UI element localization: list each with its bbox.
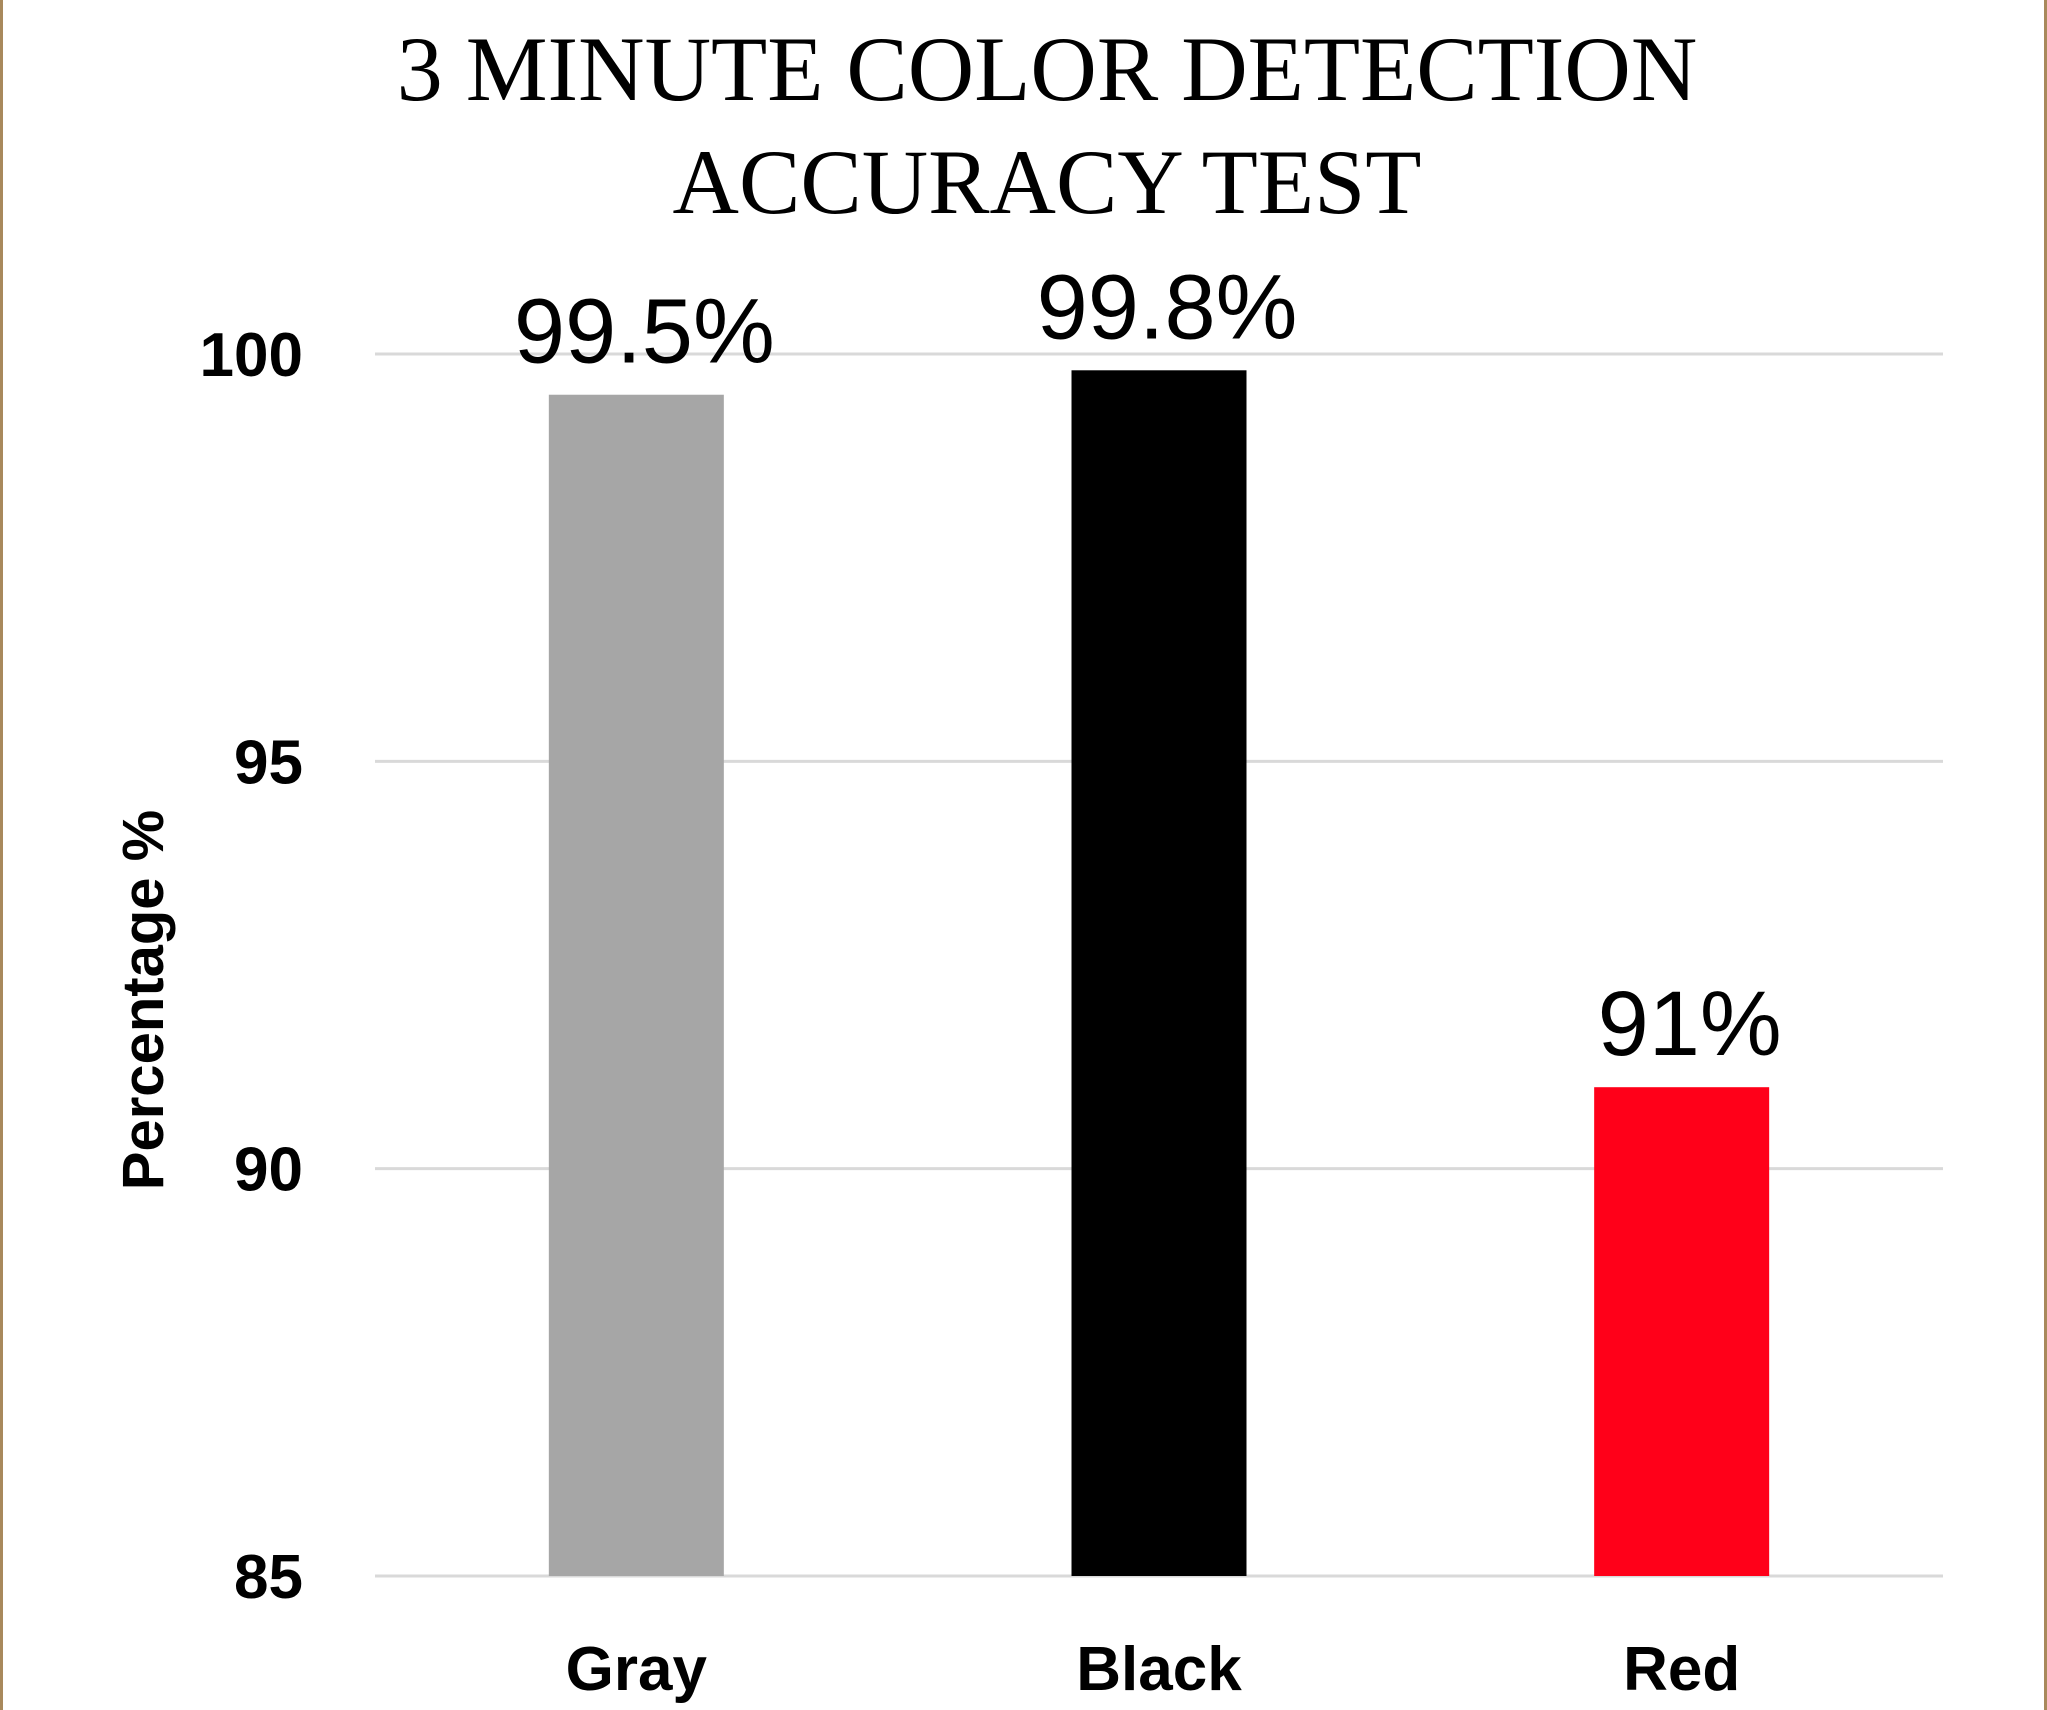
bar-red [1594,1087,1770,1576]
y-axis-title: Percentage % [111,810,176,1190]
y-tick-label: 100 [200,321,303,390]
category-label-black: Black [1076,1635,1242,1704]
chart-title-line-1: 3 MINUTE COLOR DETECTION [397,18,1698,120]
bar-gray [548,394,724,1576]
y-tick-label: 95 [234,728,303,797]
y-axis-tick-labels: 85 90 95 100 [200,321,303,1612]
category-label-gray: Gray [566,1635,708,1704]
data-label-gray: 99.5% [514,281,775,383]
x-axis-category-labels: Gray Black Red [566,1635,1741,1704]
bar-chart: 3 MINUTE COLOR DETECTION ACCURACY TEST 8… [111,18,1943,1704]
data-label-black: 99.8% [1037,256,1298,358]
y-tick-label: 90 [234,1136,303,1205]
bars [548,370,1770,1576]
data-label-red: 91% [1598,973,1782,1075]
category-label-red: Red [1623,1635,1740,1704]
chart-title-line-2: ACCURACY TEST [673,131,1422,233]
chart-title: 3 MINUTE COLOR DETECTION ACCURACY TEST [397,18,1698,233]
data-labels: 99.5% 99.8% 91% [514,256,1782,1075]
bar-black [1071,370,1247,1576]
y-tick-label: 85 [234,1543,303,1612]
